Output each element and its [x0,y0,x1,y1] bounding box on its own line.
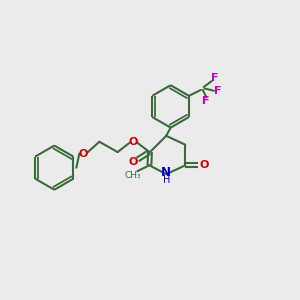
Text: O: O [199,160,208,170]
Text: O: O [79,148,88,158]
Text: CH₃: CH₃ [124,170,141,179]
Text: F: F [202,96,209,106]
Text: N: N [161,166,171,179]
Text: F: F [211,73,218,83]
Text: O: O [129,158,138,167]
Text: H: H [163,175,170,185]
Text: O: O [129,137,138,147]
Text: F: F [214,86,221,96]
